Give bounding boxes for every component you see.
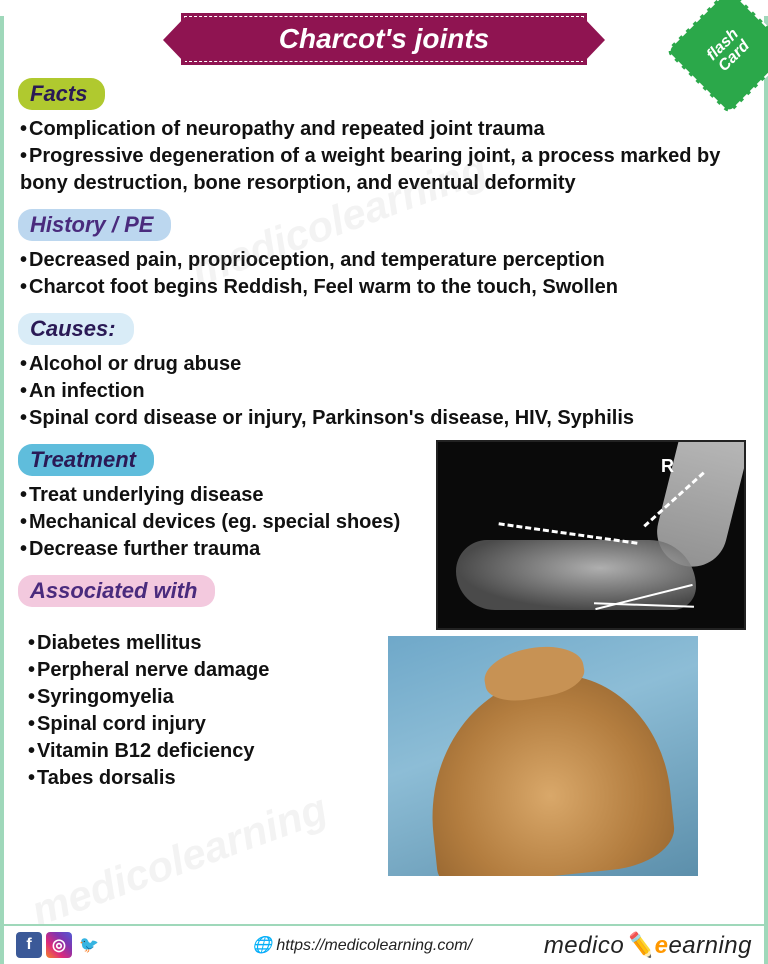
brand-logo: medico✏️eearning — [544, 931, 752, 960]
facts-label: Facts — [18, 78, 105, 110]
xray-image: R — [436, 440, 746, 630]
title-ribbon: Charcot's joints — [184, 16, 584, 62]
facebook-icon[interactable]: f — [16, 932, 42, 958]
history-list: Decreased pain, proprioception, and temp… — [18, 247, 746, 301]
treatment-list: Treat underlying disease Mechanical devi… — [18, 482, 422, 563]
list-item: Charcot foot begins Reddish, Feel warm t… — [20, 274, 746, 301]
clinical-photo — [388, 636, 698, 876]
list-item: An infection — [20, 378, 746, 405]
list-item: Perpheral nerve damage — [28, 657, 374, 684]
instagram-icon[interactable]: ◎ — [46, 932, 72, 958]
list-item: Spinal cord disease or injury, Parkinson… — [20, 405, 746, 432]
list-item: Spinal cord injury — [28, 711, 374, 738]
list-item: Syringomyelia — [28, 684, 374, 711]
list-item: Complication of neuropathy and repeated … — [20, 116, 746, 143]
list-item: Treat underlying disease — [20, 482, 422, 509]
history-label: History / PE — [18, 209, 171, 241]
list-item: Decrease further trauma — [20, 536, 422, 563]
list-item: Vitamin B12 deficiency — [28, 738, 374, 765]
list-item: Alcohol or drug abuse — [20, 351, 746, 378]
list-item: Progressive degeneration of a weight bea… — [20, 143, 746, 197]
twitter-icon[interactable]: 🐦 — [76, 932, 102, 958]
social-icons: f ◎ 🐦 — [16, 932, 102, 958]
facts-list: Complication of neuropathy and repeated … — [18, 116, 746, 197]
treatment-label: Treatment — [18, 444, 154, 476]
causes-label: Causes: — [18, 313, 134, 345]
associated-label: Associated with — [18, 575, 215, 607]
associated-list: Diabetes mellitus Perpheral nerve damage… — [18, 630, 374, 792]
footer: f ◎ 🐦 🌐 https://medicolearning.com/ medi… — [4, 924, 764, 964]
causes-list: Alcohol or drug abuse An infection Spina… — [18, 351, 746, 432]
list-item: Tabes dorsalis — [28, 765, 374, 792]
badge-text: flashCard — [704, 26, 753, 75]
content-area: Facts Complication of neuropathy and rep… — [4, 70, 764, 876]
list-item: Diabetes mellitus — [28, 630, 374, 657]
xray-marker: R — [661, 456, 674, 477]
footer-url[interactable]: 🌐 https://medicolearning.com/ — [252, 935, 472, 955]
list-item: Decreased pain, proprioception, and temp… — [20, 247, 746, 274]
list-item: Mechanical devices (eg. special shoes) — [20, 509, 422, 536]
